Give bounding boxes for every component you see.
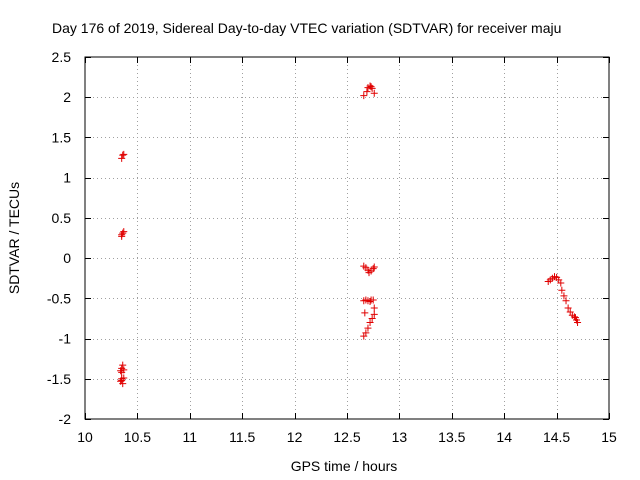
data-point [119,229,127,237]
x-tick-label: 11.5 [229,429,255,445]
data-point [557,279,565,287]
x-axis-label: GPS time / hours [291,458,398,474]
grid [85,57,609,419]
x-tick-label: 13 [392,429,408,445]
x-tick-label: 11 [183,429,198,445]
data-point [360,92,368,100]
y-tick-label: 1.5 [52,129,72,145]
y-tick-label: 0.5 [52,210,72,226]
data-point [369,265,377,273]
data-point [564,304,572,312]
y-tick-label: -0.5 [47,290,71,306]
data-point [574,318,582,326]
y-axis-label: SDTVAR / TECUs [6,182,22,294]
data-point [120,366,128,374]
y-tick-label: -1.5 [47,371,71,387]
data-points [117,82,582,388]
data-point [562,297,570,305]
x-tick-labels: 10 10.5 11 11.5 12 12.5 13 13.5 14 14.5 15 [77,429,617,445]
data-point [360,332,368,340]
data-point [558,286,566,294]
data-point [119,151,127,159]
data-point [363,88,371,96]
plot-frame [84,56,610,420]
data-point [560,292,568,300]
x-tick-label: 12.5 [333,429,360,445]
data-point [120,150,128,158]
y-tick-label: 1 [63,170,71,186]
data-point [366,298,374,306]
data-point [367,83,375,91]
data-point [118,232,126,240]
x-tick-label: 14.5 [543,429,570,445]
data-point [368,84,376,92]
data-point [368,314,376,322]
data-point [118,376,126,384]
y-tick-label: 2.5 [52,49,72,65]
data-point [119,380,127,388]
data-point [370,310,378,318]
y-tick-labels: -2 -1.5 -1 -0.5 0 0.5 1 1.5 2 2.5 [47,49,71,427]
x-tick-label: 10 [77,429,93,445]
data-point [119,361,127,369]
data-point [120,228,128,236]
chart-title: Day 176 of 2019, Sidereal Day-to-day VTE… [52,20,561,36]
data-point [361,309,369,317]
y-tick-label: -2 [59,411,72,427]
x-tick-label: 13.5 [438,429,465,445]
data-point [364,324,372,332]
data-point [370,263,378,271]
data-point [118,154,126,162]
data-point [370,89,378,97]
x-tick-label: 12 [287,429,303,445]
x-tick-label: 10.5 [124,429,151,445]
data-point [366,318,374,326]
data-point [369,296,377,304]
x-tick-label: 15 [601,429,617,445]
y-tick-label: 2 [63,89,71,105]
data-point [370,304,378,312]
y-tick-label: -1 [59,331,72,347]
data-point [117,367,125,375]
y-tick-label: 0 [63,250,71,266]
x-tick-label: 14 [496,429,512,445]
